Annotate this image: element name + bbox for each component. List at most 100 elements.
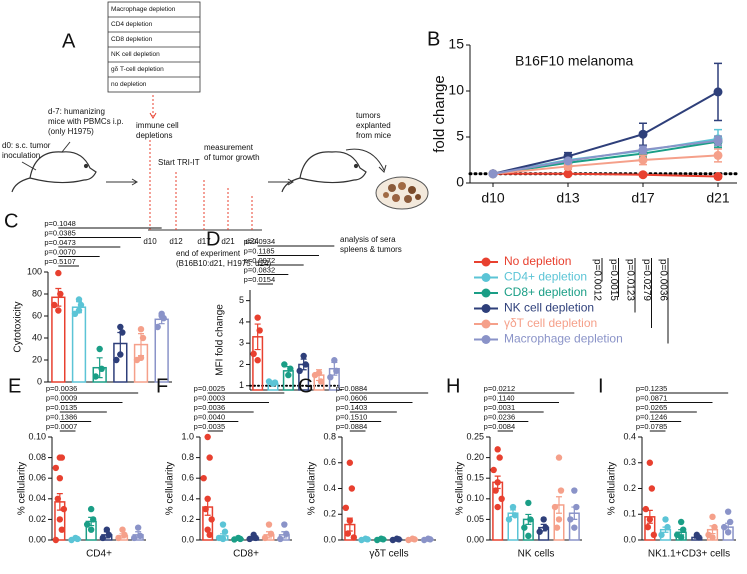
data-point (119, 526, 126, 533)
data-point (271, 379, 279, 386)
y-tick-label: 0.8 (323, 431, 336, 441)
y-tick-label: 5 (239, 295, 244, 305)
data-point (75, 307, 83, 314)
tumor-dish (375, 176, 429, 210)
error-bar (556, 496, 562, 514)
y-tick-label: 0.10 (28, 431, 46, 441)
y-tick-label: 0.4 (181, 493, 194, 503)
y-tick-label: 0.2 (623, 483, 636, 493)
panel-label: E (8, 375, 21, 397)
p-value: p=0.0040 (194, 412, 226, 421)
data-point (527, 516, 534, 523)
data-point (75, 296, 83, 303)
data-point (650, 531, 658, 539)
depletion-item: CD8 depletion (111, 36, 153, 43)
p-value: p=0.0785 (636, 422, 668, 431)
data-point (664, 523, 671, 531)
y-tick-label: 0.08 (28, 452, 46, 462)
panel-label: I (598, 375, 604, 397)
p-value: p=0.1403 (336, 403, 368, 412)
data-point (498, 495, 505, 502)
y-axis-label: % cellularity (17, 462, 28, 515)
y-tick-label: 0.25 (466, 431, 484, 441)
data-point (395, 536, 403, 543)
x-axis-label: NK1.1+CD3+ cells (648, 549, 730, 560)
data-point (252, 534, 259, 542)
data-point (204, 526, 211, 533)
data-point (68, 536, 75, 544)
data-point (287, 365, 294, 372)
data-point (117, 323, 124, 331)
legend-marker (481, 257, 491, 267)
data-point (638, 129, 648, 139)
panel-label: F (156, 375, 168, 397)
data-point (231, 536, 238, 543)
p-value: p=0.1510 (336, 412, 368, 421)
data-point (51, 301, 58, 309)
annotation: B16F10 melanoma (515, 53, 634, 69)
y-tick-label: 0.0 (623, 534, 636, 544)
start-text: Start TRI-IT (158, 158, 200, 167)
p-value: p=0.0009 (46, 393, 77, 402)
end-text: end of experiment (176, 249, 241, 258)
data-point (679, 526, 687, 533)
data-point (246, 535, 253, 543)
data-point (346, 459, 354, 466)
y-tick-label: 0.2 (181, 514, 194, 524)
inoculation-text: d0: s.c. tumor (2, 141, 51, 150)
y-axis-label: fold change (431, 75, 448, 153)
data-point (677, 518, 685, 526)
data-point (525, 499, 532, 507)
data-point (553, 524, 561, 531)
depletion-box (107, 1, 201, 93)
x-tick-label: d17 (631, 190, 655, 206)
data-point (317, 378, 325, 385)
x-axis-label: NK cells (518, 549, 555, 560)
day-label: d12 (169, 237, 183, 246)
y-tick-label: 0.05 (466, 514, 484, 524)
bar (71, 306, 87, 383)
data-point (206, 454, 213, 461)
data-point (555, 516, 563, 523)
depletion-text: depletions (136, 131, 172, 140)
data-point (426, 536, 434, 543)
data-point (389, 536, 397, 544)
data-point (488, 169, 498, 179)
data-point (555, 454, 563, 461)
data-point (494, 446, 501, 453)
data-point (261, 534, 269, 542)
measurement-text: of tumor growth (204, 153, 260, 162)
data-point (646, 459, 654, 466)
data-point (540, 516, 547, 523)
data-point (52, 464, 60, 472)
p-value: p=0.0884 (336, 384, 368, 393)
data-point (364, 536, 371, 543)
y-tick-label: 0.4 (623, 431, 636, 441)
x-tick-label: d10 (481, 190, 505, 206)
data-point (134, 524, 142, 531)
data-point (557, 487, 565, 494)
p-value: p=0.0279 (641, 259, 652, 301)
data-point (405, 536, 412, 544)
depletion-item: gδ T-cell depletion (111, 66, 164, 73)
data-point (331, 357, 338, 364)
y-tick-label: 0.3 (623, 457, 636, 467)
series-line (492, 91, 719, 175)
data-point (333, 367, 340, 375)
data-point (494, 503, 501, 511)
data-point (277, 535, 284, 543)
data-point (130, 534, 138, 542)
data-point (139, 334, 147, 342)
data-point (113, 356, 120, 364)
p-value: p=0.0212 (484, 384, 515, 393)
panel-label: A (62, 30, 76, 52)
series-line (492, 154, 719, 175)
data-point (105, 531, 113, 539)
data-point (204, 433, 211, 441)
data-point (648, 485, 656, 492)
y-tick-label: 0 (37, 376, 42, 386)
data-point (117, 351, 124, 358)
data-point (254, 314, 261, 321)
p-value: p=0.0003 (194, 393, 226, 402)
data-point (206, 531, 213, 539)
